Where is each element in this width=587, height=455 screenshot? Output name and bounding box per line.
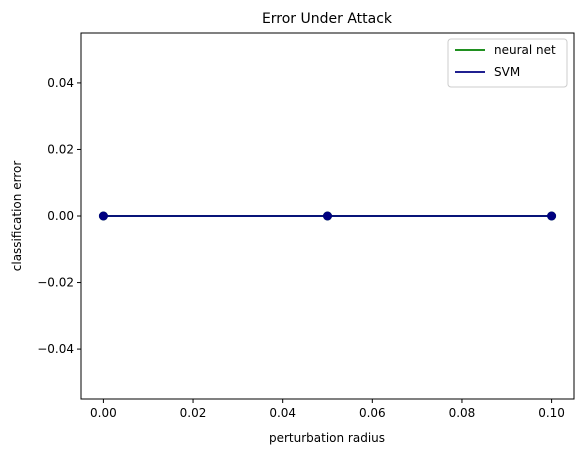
x-tick-label: 0.00 — [90, 406, 117, 420]
y-tick-label: 0.04 — [47, 76, 74, 90]
data-point-svm — [323, 211, 332, 221]
chart-title: Error Under Attack — [262, 11, 393, 27]
data-point-svm — [547, 211, 557, 221]
plot-frame — [80, 32, 575, 400]
data-point-svm — [98, 211, 108, 221]
series-layer — [98, 211, 557, 221]
y-tick-label: −0.02 — [37, 276, 74, 290]
y-tick-label: −0.04 — [37, 342, 74, 356]
x-axis-label: perturbation radius — [269, 431, 385, 445]
legend-label-svm: SVM — [494, 65, 520, 79]
x-tick-label: 0.02 — [180, 406, 207, 420]
y-axis-label: classification error — [10, 161, 24, 272]
y-tick-label: 0.00 — [47, 209, 74, 223]
y-axis-ticks: −0.04 −0.02 0.00 0.02 0.04 — [37, 76, 81, 356]
x-axis-ticks: 0.00 0.02 0.04 0.06 0.08 0.10 — [90, 399, 565, 420]
x-tick-label: 0.10 — [538, 406, 565, 420]
legend-label-neural-net: neural net — [494, 43, 556, 57]
x-tick-label: 0.06 — [359, 406, 386, 420]
y-tick-label: 0.02 — [47, 142, 74, 156]
legend-box — [447, 38, 568, 88]
legend: neural net SVM — [447, 38, 568, 88]
x-tick-label: 0.04 — [269, 406, 296, 420]
x-tick-label: 0.08 — [449, 406, 476, 420]
